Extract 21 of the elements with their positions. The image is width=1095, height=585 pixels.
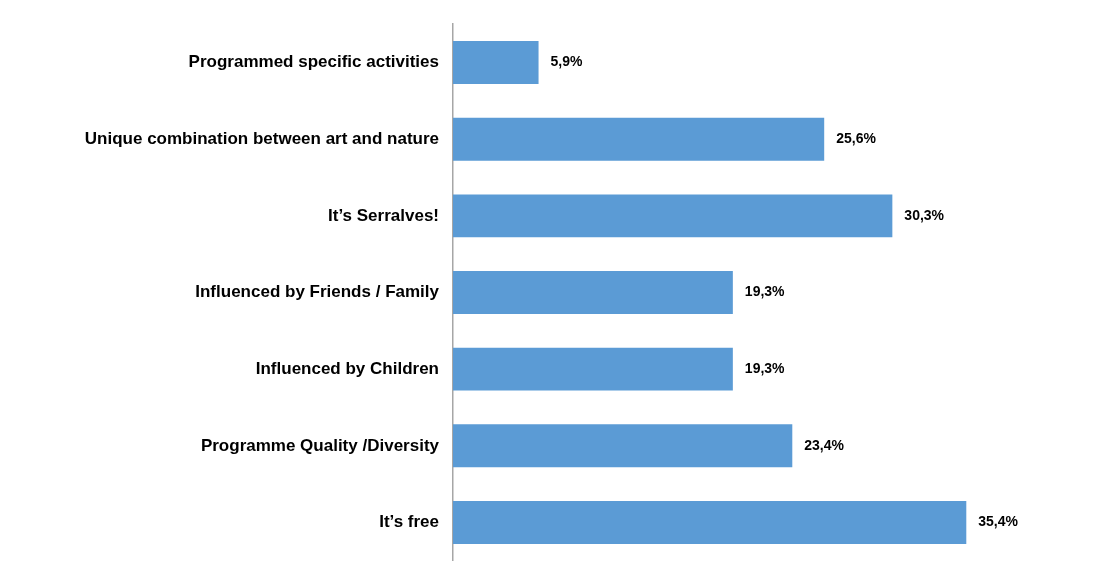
y-tick-label: Unique combination between art and nature <box>84 128 439 148</box>
bar <box>453 41 539 84</box>
data-label: 19,3% <box>744 360 786 377</box>
y-tick-label: Programmed specific activities <box>188 52 439 72</box>
bar <box>453 501 967 544</box>
data-label: 25,6% <box>836 130 877 147</box>
y-tick-label: Influenced by Children <box>255 358 439 378</box>
data-label: 23,4% <box>804 436 845 453</box>
y-tick-label: It’s Serralves! <box>328 205 439 225</box>
data-label: 30,3% <box>904 206 945 223</box>
bar <box>453 117 825 161</box>
data-label: 5,9% <box>550 53 584 70</box>
bar <box>453 271 733 314</box>
bar <box>453 347 733 391</box>
bar <box>453 424 793 468</box>
data-label: 35,4% <box>978 513 1019 530</box>
bar <box>453 194 893 238</box>
y-tick-label: Influenced by Friends / Family <box>195 282 440 302</box>
y-tick-label: Programme Quality /Diversity <box>200 435 440 455</box>
data-label: 19,3% <box>744 283 786 300</box>
y-tick-label: It’s free <box>379 512 439 532</box>
